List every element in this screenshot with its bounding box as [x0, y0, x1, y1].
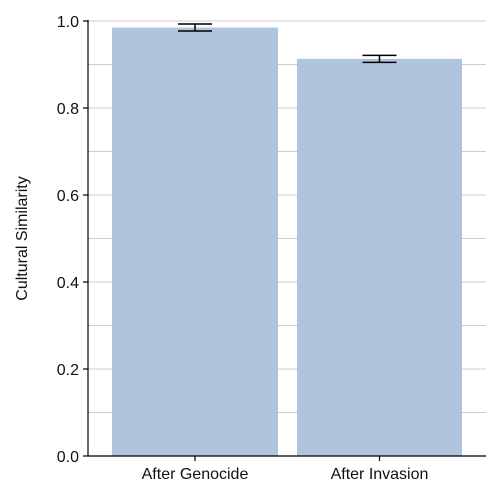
- y-tick-label: 0.8: [57, 101, 79, 118]
- bar-1: [112, 27, 278, 457]
- y-tick-label: 1.0: [57, 14, 79, 31]
- y-tick-label: 0.0: [57, 449, 79, 466]
- error-bars-layer: [178, 23, 397, 64]
- x-tick-label: After Genocide: [142, 466, 249, 483]
- y-axis-label: Cultural Similarity: [14, 176, 31, 300]
- y-tick-label: 0.6: [57, 188, 79, 205]
- bars-layer: [112, 27, 462, 457]
- x-tick-label: After Invasion: [331, 466, 429, 483]
- labels-layer: 0.0 0.2 0.4 0.6 0.8 1.0 After Genocide After In…: [14, 14, 428, 483]
- bar-2: [297, 58, 462, 456]
- y-tick-label: 0.2: [57, 362, 79, 379]
- axes-layer: [83, 20, 486, 461]
- y-tick-label: 0.4: [57, 275, 79, 292]
